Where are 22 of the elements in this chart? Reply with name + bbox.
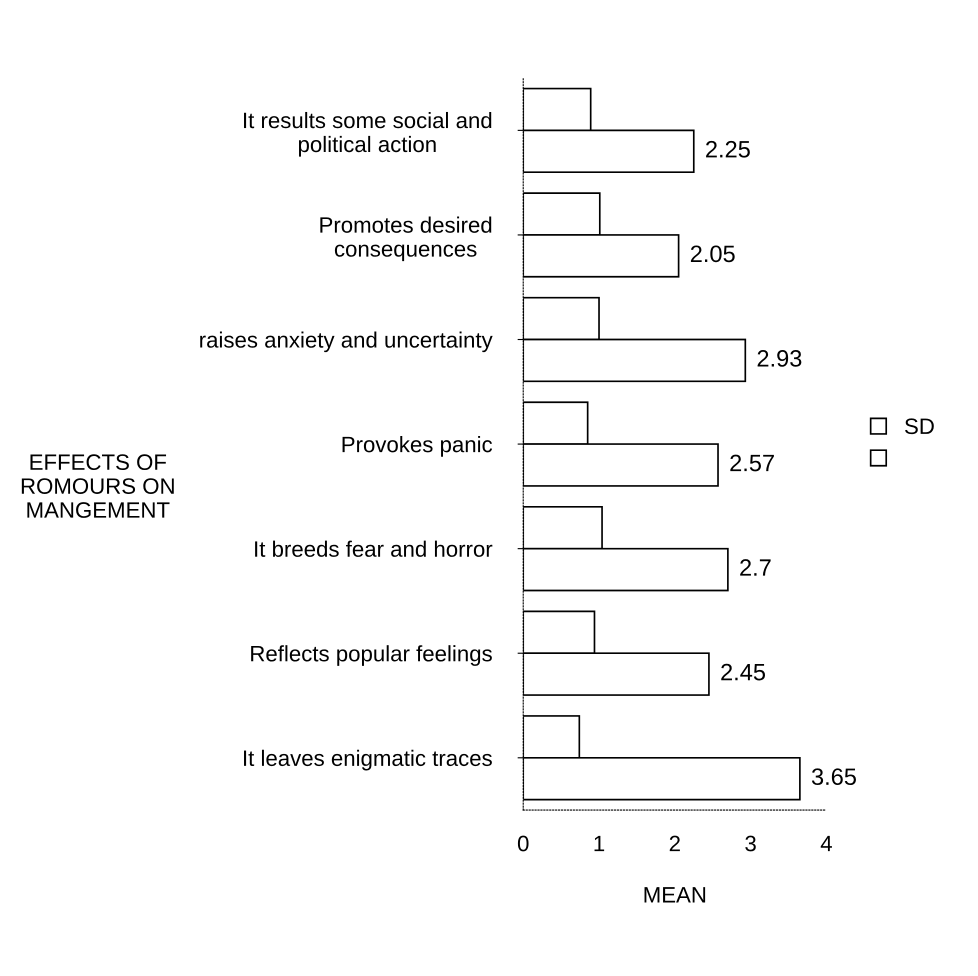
x-tick-label: 4: [820, 836, 832, 852]
data-label: 2.05: [690, 245, 735, 262]
y-tick-label: It breeds fear and horror: [255, 540, 492, 557]
y-tick-label: Promotes desired consequences: [320, 216, 492, 262]
y-tick-label: Reflects popular feelings: [251, 645, 492, 666]
y-tick-label: It results some social and political action: [244, 112, 492, 157]
y-tick-label: Provokes panic: [342, 436, 492, 457]
data-label: 2.45: [721, 664, 766, 680]
x-tick-label: 2: [670, 836, 680, 852]
x-tick-label: 0: [518, 836, 529, 852]
legend-label: SD: [905, 418, 934, 434]
x-tick-label: 1: [594, 836, 604, 852]
data-label: 2.7: [740, 559, 771, 576]
data-label: 2.25: [706, 140, 750, 158]
y-tick-label: raises anxiety and uncertainty: [200, 331, 493, 352]
y-axis-title: EFFECTS OF ROMOURS ON MANGEMENT: [22, 454, 174, 518]
data-label: 2.57: [730, 454, 774, 472]
x-axis-title: MEAN: [644, 887, 706, 902]
x-tick-label: 3: [745, 836, 756, 852]
y-tick-label: It leaves enigmatic traces: [244, 750, 492, 770]
data-label: 2.93: [758, 350, 802, 367]
data-label: 3.65: [812, 768, 856, 786]
